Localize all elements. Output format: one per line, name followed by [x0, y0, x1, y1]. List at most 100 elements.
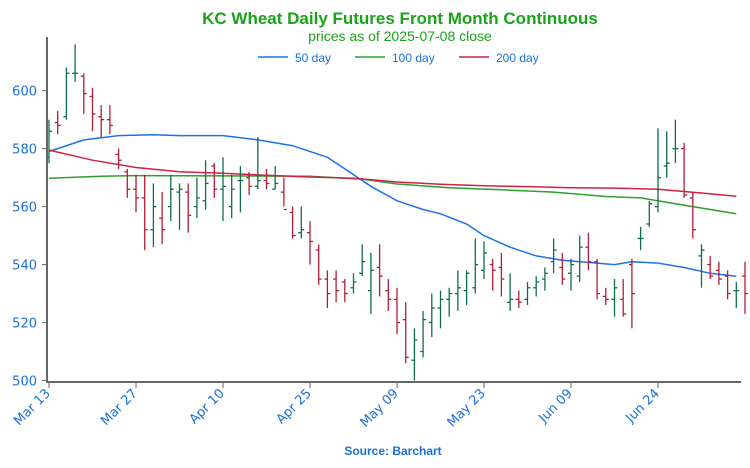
y-tick-label: 560 [12, 201, 37, 216]
ohlc-bar [367, 252, 374, 314]
ohlc-bar [228, 174, 235, 219]
series-line-50-day [48, 133, 737, 277]
ohlc-bar [663, 131, 670, 178]
ohlc-bar [672, 119, 679, 164]
ohlc-bar [263, 168, 270, 190]
ohlc-bar [350, 273, 357, 294]
ohlc-bar [689, 192, 696, 239]
ohlc-bar [80, 73, 87, 114]
ohlc-bar [550, 238, 557, 274]
ohlc-bar [541, 267, 548, 291]
ohlc-bar [359, 244, 366, 277]
ohlc-bar [89, 87, 96, 132]
ohlc-bar [167, 174, 174, 222]
ohlc-bar [124, 168, 131, 198]
ohlc-bar [472, 238, 479, 294]
ohlc-bar [733, 281, 740, 309]
ohlc-bar [507, 273, 514, 311]
ohlc-bar [481, 241, 487, 280]
y-tick-label: 580 [12, 143, 37, 158]
ohlc-bar [585, 232, 592, 271]
ohlc-bar [498, 252, 505, 297]
ohlc-bar [176, 183, 183, 230]
ohlc-bars [46, 44, 748, 381]
ohlc-bar [576, 235, 583, 282]
ohlc-bar [237, 166, 244, 213]
ohlc-bar [533, 276, 540, 297]
ohlc-bar [681, 142, 688, 198]
series-line-200-day [48, 149, 737, 197]
ohlc-bar [211, 163, 218, 198]
ohlc-bar [185, 183, 192, 233]
source-note: Source: Barchart [344, 444, 441, 458]
ohlc-bar [742, 261, 748, 314]
x-tick-label: Jun 24 [623, 386, 663, 426]
ohlc-bar [333, 270, 340, 303]
x-axis-ticks: Mar 13 Mar 27 Apr 10 Apr 25 May 09 May 23 Jun … [11, 382, 663, 430]
ohlc-bar [298, 206, 305, 239]
ohlc-bar [63, 67, 70, 120]
ohlc-bar [394, 287, 400, 335]
ohlc-bar [133, 174, 139, 213]
x-tick-label: May 09 [358, 386, 402, 430]
x-tick-label: Jun 09 [536, 386, 576, 426]
ohlc-bar [254, 137, 261, 190]
y-tick-label: 520 [12, 317, 37, 332]
ohlc-bar [150, 183, 157, 248]
ohlc-bar [98, 105, 105, 138]
ohlc-bar [193, 177, 200, 219]
ohlc-bar [72, 44, 79, 82]
ohlc-bar [159, 192, 166, 245]
ohlc-bar [637, 226, 644, 251]
ohlc-bar [220, 157, 226, 222]
ohlc-bar [524, 281, 531, 306]
ohlc-bar [272, 166, 279, 190]
ohlc-bar [54, 110, 61, 135]
series-line-100-day [48, 174, 737, 215]
ohlc-bar [437, 290, 444, 329]
ohlc-bar [420, 310, 427, 358]
x-tick-label: Mar 13 [11, 386, 54, 429]
x-tick-label: Mar 27 [98, 386, 141, 429]
y-tick-label: 500 [12, 375, 37, 390]
ohlc-bar [724, 270, 731, 300]
x-tick-label: Apr 10 [187, 386, 228, 427]
y-tick-label: 600 [12, 85, 37, 100]
moving-average-lines [48, 133, 737, 277]
ohlc-bar [115, 148, 122, 169]
x-tick-label: Apr 25 [274, 386, 315, 427]
ohlc-bar [315, 244, 322, 285]
ohlc-bar [620, 279, 627, 317]
chart-title: KC Wheat Daily Futures Front Month Conti… [202, 9, 598, 28]
legend: 50 day 100 day 200 day [258, 51, 539, 65]
ohlc-bar [402, 302, 409, 364]
ohlc-bar [515, 290, 522, 309]
ohlc-bar [489, 258, 496, 291]
ohlc-bar [602, 287, 609, 306]
ohlc-bar [655, 128, 661, 213]
ohlc-bar [202, 160, 209, 210]
ohlc-bar [324, 270, 331, 309]
x-tick-label: May 23 [445, 386, 489, 430]
legend-label-200-day: 200 day [496, 51, 539, 65]
ohlc-bar [707, 255, 714, 280]
chart-subtitle: prices as of 2025-07-08 close [308, 28, 492, 44]
ohlc-bar [246, 171, 253, 196]
ohlc-bar [454, 270, 461, 311]
ohlc-bar [385, 279, 392, 311]
y-tick-label: 540 [12, 259, 37, 274]
ohlc-bar [141, 174, 148, 251]
ohlc-bar [446, 287, 453, 317]
ohlc-bar [428, 293, 435, 338]
legend-label-50-day: 50 day [295, 51, 331, 65]
ohlc-bar [715, 261, 722, 285]
ohlc-bar [698, 244, 705, 288]
legend-label-100-day: 100 day [392, 51, 435, 65]
ohlc-bar [106, 105, 113, 135]
ohlc-bar [307, 221, 313, 265]
ohlc-bar [559, 252, 566, 285]
ohlc-bar [411, 328, 418, 381]
ohlc-bar [646, 200, 653, 227]
ohlc-bar [280, 177, 287, 211]
